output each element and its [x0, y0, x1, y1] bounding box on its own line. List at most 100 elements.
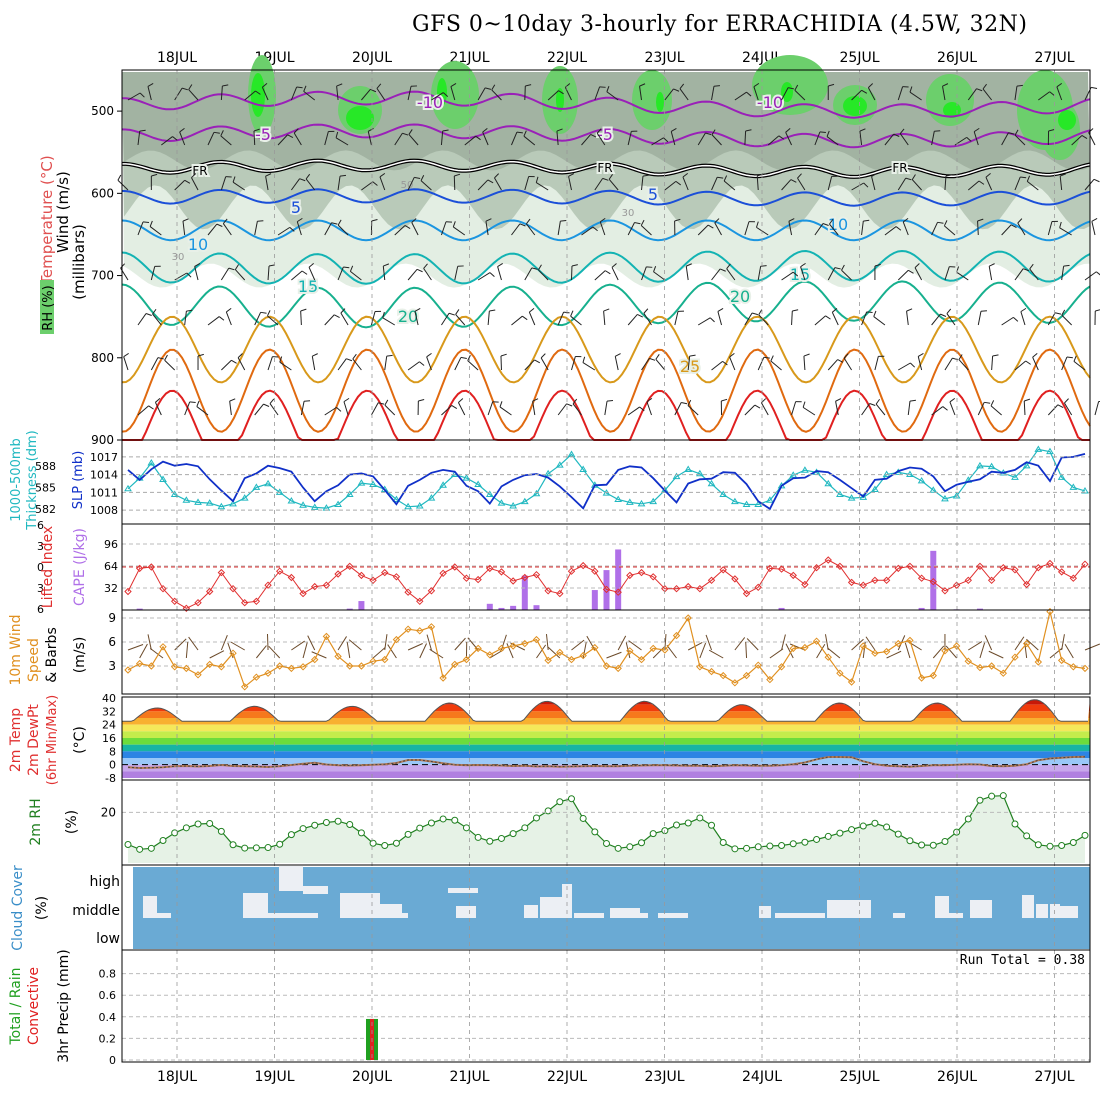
thickness-point — [555, 461, 564, 468]
wind-speed-point — [929, 671, 937, 680]
wind-barb-flag — [383, 263, 390, 267]
surface-barb — [384, 634, 388, 651]
wind-barb-flag — [663, 137, 669, 143]
li-point — [416, 597, 424, 606]
li-point — [124, 587, 132, 596]
rh-blob — [431, 61, 479, 129]
wind-barb-flag — [414, 308, 421, 312]
wind-barb-flag — [611, 263, 617, 268]
wind-barb-flag — [721, 398, 728, 402]
rh2m-point — [789, 840, 797, 848]
panel1-wind-label: Wind (m/s) — [54, 171, 72, 253]
rh2m-point — [719, 838, 727, 846]
thickness-point — [252, 483, 261, 490]
wind-barb — [477, 87, 486, 101]
wind-barb-flag — [835, 398, 842, 402]
rh2m-point — [182, 824, 190, 832]
wind-barb-flag — [1088, 128, 1094, 133]
cloud-block — [1060, 906, 1078, 918]
wind-speed-point — [859, 642, 867, 650]
wind-barb — [697, 224, 709, 236]
li-point — [999, 563, 1008, 572]
wind-speed-point — [1069, 663, 1078, 671]
wind-barb-flag — [756, 221, 759, 228]
wind-barb — [182, 221, 186, 236]
wind-barb — [324, 222, 332, 236]
wind-barb-flag — [906, 308, 913, 312]
wind-barb — [861, 311, 868, 326]
wind-barb-flag — [910, 362, 916, 368]
wind-barb — [942, 86, 946, 101]
pressure-tick-label: 600 — [91, 186, 114, 200]
surface-barb — [816, 644, 826, 659]
wind-barb — [956, 271, 969, 281]
wind-barb-flag — [837, 359, 844, 363]
wind-barb — [426, 356, 432, 371]
surface-barb — [302, 642, 308, 659]
wind-barb — [269, 403, 279, 416]
rh2m-point — [1046, 842, 1054, 850]
wind-barb-flag — [151, 173, 158, 177]
surface-barb — [666, 644, 677, 659]
li-point — [334, 570, 342, 578]
surface-barb — [968, 641, 983, 651]
cape-bar — [498, 607, 505, 610]
li-point — [1081, 560, 1089, 568]
wind-barb — [641, 358, 650, 371]
cloud-block — [610, 908, 640, 918]
wind-barb — [453, 226, 466, 236]
li-point — [731, 575, 739, 583]
wind-barb — [1001, 316, 1014, 326]
wind-barb — [884, 133, 895, 146]
wind-barb-flag — [336, 407, 342, 412]
rh2m-markers — [124, 792, 1089, 853]
rh2m-point — [241, 844, 249, 852]
rh-blob-high — [843, 96, 867, 116]
rh2m-point — [824, 832, 832, 840]
wind-speed-point — [451, 660, 459, 669]
wind-barb-flag — [1061, 309, 1066, 316]
wind-barb — [407, 86, 412, 101]
temp-color-band — [122, 771, 1090, 778]
wind-barb — [946, 313, 956, 326]
wind-barb-flag — [984, 401, 991, 404]
wind-speed-point — [404, 625, 412, 633]
surface-barb — [979, 642, 986, 659]
wind-barb — [324, 131, 329, 146]
rh2m-point — [206, 820, 214, 828]
wind-speed-point — [229, 649, 237, 657]
li-point — [789, 571, 797, 580]
wind-barb — [454, 357, 462, 371]
rh2m-point — [497, 834, 505, 842]
rh2m-point — [171, 829, 179, 837]
wind-barb-flag — [615, 353, 621, 357]
cape-bar — [591, 590, 598, 610]
wind-barb-flag — [220, 130, 224, 137]
wind-barb — [785, 132, 793, 146]
surface-barb — [139, 643, 148, 659]
wind-speed-point — [777, 663, 786, 671]
wind-barb — [337, 358, 347, 371]
wind-barb — [714, 222, 722, 236]
wind-speed-point — [532, 635, 541, 644]
surface-barb — [1061, 634, 1065, 651]
surface-barb — [337, 636, 347, 651]
li-point — [451, 563, 459, 571]
wind-barb-flag — [191, 173, 197, 179]
wind-barb-flag — [411, 218, 417, 223]
li-point — [952, 581, 961, 589]
wind-barb-flag — [312, 353, 318, 357]
wind-barb-flag — [534, 359, 541, 364]
wind-barb — [1026, 180, 1039, 191]
wind-barb — [382, 317, 396, 326]
wind-barb — [229, 401, 232, 416]
rh2m-point — [766, 842, 774, 850]
wind-barb — [1073, 360, 1086, 371]
wind-barb — [497, 266, 502, 281]
thickness-point — [801, 466, 809, 473]
rh2m-point — [579, 814, 587, 822]
wind-barb — [137, 131, 141, 146]
wind-barb-flag — [603, 308, 610, 312]
wind-barb-flag — [149, 220, 153, 227]
wind-barb — [614, 356, 619, 371]
